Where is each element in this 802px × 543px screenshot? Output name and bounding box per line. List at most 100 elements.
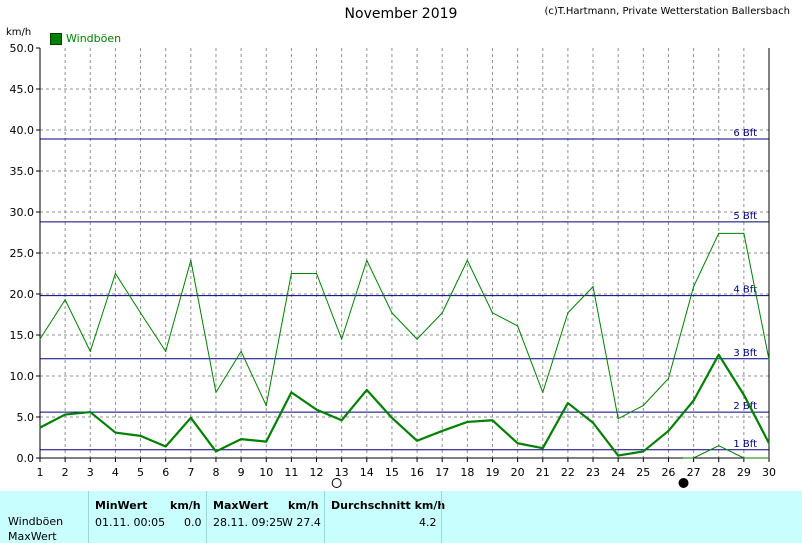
data-point: [114, 272, 117, 275]
x-tick-label: 11: [284, 466, 298, 479]
y-tick-label: 45.0: [10, 83, 35, 96]
data-point: [542, 447, 544, 449]
credit-text: (c)T.Hartmann, Private Wetterstation Bal…: [544, 6, 790, 17]
y-tick-label: 35.0: [10, 165, 35, 178]
data-point: [642, 404, 644, 407]
data-point: [441, 312, 443, 314]
data-point: [315, 409, 318, 411]
data-point: [240, 350, 242, 352]
data-point: [416, 440, 418, 442]
new-moon-icon: [678, 478, 689, 488]
y-tick-label: 30.0: [10, 206, 35, 219]
beaufort-label: 1 Bft: [733, 439, 757, 450]
x-tick-label: 10: [259, 466, 273, 479]
legend-swatch: [50, 32, 62, 45]
beaufort-label: 6 Bft: [733, 128, 757, 139]
x-tick-label: 1: [37, 466, 44, 479]
x-tick-label: 17: [435, 466, 449, 479]
x-tick-label: 30: [762, 466, 776, 479]
data-point: [517, 325, 519, 327]
data-point: [692, 286, 695, 288]
data-point: [592, 422, 594, 424]
data-point: [466, 421, 468, 423]
x-tick-label: 23: [586, 466, 600, 479]
y-tick-label: 10.0: [10, 370, 35, 383]
data-point: [139, 312, 142, 314]
avg-value: 4.2: [419, 516, 437, 529]
data-point: [215, 391, 217, 393]
x-tick-label: 15: [385, 466, 399, 479]
x-tick-label: 2: [62, 466, 69, 479]
data-point: [768, 457, 770, 459]
data-point: [64, 299, 66, 301]
data-point: [391, 312, 393, 314]
data-point: [64, 413, 66, 416]
x-tick-label: 25: [636, 466, 650, 479]
min-unit: km/h: [170, 499, 201, 512]
data-point: [491, 312, 494, 314]
x-tick-label: 28: [712, 466, 726, 479]
data-point: [139, 435, 142, 437]
y-tick-label: 20.0: [10, 288, 35, 301]
min-value: 0.0: [184, 516, 202, 529]
y-tick-label: 0.0: [17, 452, 35, 465]
data-point: [39, 427, 41, 429]
x-tick-label: 26: [661, 466, 675, 479]
data-point: [89, 411, 91, 413]
x-tick-label: 13: [335, 466, 349, 479]
max-time: 28.11. 09:25: [213, 516, 284, 529]
data-point: [567, 312, 569, 314]
data-point: [466, 259, 468, 261]
col-divider: [206, 491, 207, 543]
data-point: [165, 445, 167, 448]
max-value: W 27.4: [282, 516, 321, 529]
beaufort-label: 2 Bft: [733, 401, 757, 412]
series-line-0: [39, 232, 770, 420]
data-point: [617, 454, 619, 457]
data-point: [265, 441, 267, 443]
data-point: [416, 338, 418, 340]
data-point: [341, 338, 343, 340]
y-tick-label: 5.0: [17, 411, 35, 424]
x-tick-label: 21: [536, 466, 550, 479]
y-tick-label: 40.0: [10, 124, 35, 137]
chart-svg: 1 Bft 2 Bft 3 Bft 4 Bft 5 Bft 6 Bft 0.0 5.0 10.0…: [10, 42, 776, 488]
col-divider: [441, 491, 442, 543]
data-point: [265, 404, 267, 407]
data-point: [667, 430, 670, 432]
data-point: [190, 417, 192, 419]
data-point: [240, 438, 242, 440]
data-point: [315, 272, 318, 275]
data-point: [642, 450, 644, 453]
data-point: [491, 419, 494, 421]
data-point: [768, 442, 770, 444]
x-tick-label: 12: [310, 466, 324, 479]
legend: Windböen: [50, 32, 121, 45]
beaufort-label: 5 Bft: [733, 211, 757, 222]
data-point: [718, 354, 720, 356]
x-tick-label: 20: [511, 466, 525, 479]
x-tick-label: 5: [137, 466, 144, 479]
full-moon-icon: [331, 478, 342, 488]
x-tick-label: 6: [162, 466, 169, 479]
data-point: [290, 272, 292, 275]
data-point: [39, 338, 41, 340]
x-tick-label: 29: [737, 466, 751, 479]
data-point: [89, 350, 91, 352]
avg-header: Durchschnitt km/h: [331, 499, 446, 512]
data-point: [743, 457, 745, 459]
data-point: [517, 442, 519, 444]
data-point: [682, 457, 685, 459]
min-time: 01.11. 00:05: [95, 516, 166, 529]
data-point: [391, 417, 393, 419]
y-unit-label: km/h: [6, 27, 32, 38]
y-tick-label: 15.0: [10, 329, 35, 342]
stats-table: Windböen MaxWert MinWert km/h 01.11. 00:…: [0, 491, 802, 543]
beaufort-label: 4 Bft: [733, 285, 757, 296]
x-tick-label: 7: [187, 466, 194, 479]
data-point: [290, 391, 292, 393]
legend-label: Windböen: [66, 32, 122, 45]
y-tick-label: 50.0: [10, 42, 35, 55]
x-tick-label: 8: [212, 466, 219, 479]
data-point: [768, 359, 770, 361]
